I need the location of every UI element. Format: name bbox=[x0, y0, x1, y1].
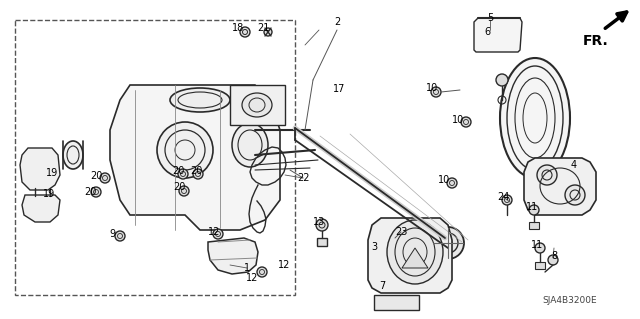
Text: 9: 9 bbox=[109, 229, 115, 239]
Polygon shape bbox=[524, 158, 596, 215]
Circle shape bbox=[461, 117, 471, 127]
Text: 7: 7 bbox=[379, 281, 385, 291]
Text: 11: 11 bbox=[531, 240, 543, 250]
Text: 13: 13 bbox=[313, 217, 325, 227]
Text: 19: 19 bbox=[43, 189, 55, 199]
Text: 12: 12 bbox=[246, 273, 258, 283]
Polygon shape bbox=[368, 218, 452, 293]
Polygon shape bbox=[110, 85, 280, 230]
Circle shape bbox=[502, 195, 512, 205]
Text: 20: 20 bbox=[84, 187, 96, 197]
Circle shape bbox=[213, 229, 223, 239]
Text: 10: 10 bbox=[426, 83, 438, 93]
Polygon shape bbox=[20, 148, 60, 190]
Circle shape bbox=[193, 169, 203, 179]
Text: 12: 12 bbox=[278, 260, 290, 270]
Circle shape bbox=[431, 87, 441, 97]
Ellipse shape bbox=[63, 141, 83, 169]
Text: 21: 21 bbox=[257, 23, 269, 33]
Circle shape bbox=[432, 227, 464, 259]
Bar bbox=[15, 20, 295, 295]
Circle shape bbox=[447, 178, 457, 188]
Bar bbox=[535, 262, 545, 269]
Ellipse shape bbox=[242, 93, 272, 117]
Text: 20: 20 bbox=[190, 166, 202, 176]
Circle shape bbox=[316, 219, 328, 231]
Bar bbox=[317, 238, 327, 246]
Text: 20: 20 bbox=[172, 166, 184, 176]
Polygon shape bbox=[208, 238, 258, 274]
Ellipse shape bbox=[232, 123, 268, 167]
Text: 10: 10 bbox=[452, 115, 464, 125]
Circle shape bbox=[257, 267, 267, 277]
Text: 4: 4 bbox=[571, 160, 577, 170]
Circle shape bbox=[264, 28, 272, 36]
Circle shape bbox=[115, 231, 125, 241]
Text: 20: 20 bbox=[90, 171, 102, 181]
Polygon shape bbox=[22, 195, 60, 222]
Text: 8: 8 bbox=[551, 251, 557, 261]
Text: FR.: FR. bbox=[583, 34, 609, 48]
Circle shape bbox=[496, 74, 508, 86]
Bar bbox=[374, 295, 419, 310]
Ellipse shape bbox=[387, 220, 443, 284]
Circle shape bbox=[535, 243, 545, 253]
Text: 23: 23 bbox=[395, 227, 407, 237]
Text: 17: 17 bbox=[333, 84, 345, 94]
Circle shape bbox=[179, 186, 189, 196]
Ellipse shape bbox=[170, 88, 230, 112]
Text: 3: 3 bbox=[371, 242, 377, 252]
Text: 5: 5 bbox=[487, 13, 493, 23]
Text: 10: 10 bbox=[438, 175, 450, 185]
Circle shape bbox=[100, 173, 110, 183]
Polygon shape bbox=[474, 18, 522, 52]
Circle shape bbox=[548, 255, 558, 265]
Text: 2: 2 bbox=[334, 17, 340, 27]
Circle shape bbox=[240, 27, 250, 37]
Text: SJA4B3200E: SJA4B3200E bbox=[543, 296, 597, 305]
Bar bbox=[529, 222, 539, 229]
Circle shape bbox=[157, 122, 213, 178]
Ellipse shape bbox=[500, 58, 570, 178]
Text: 12: 12 bbox=[208, 227, 220, 237]
Polygon shape bbox=[402, 248, 428, 268]
Text: 11: 11 bbox=[526, 202, 538, 212]
Text: 18: 18 bbox=[232, 23, 244, 33]
Circle shape bbox=[565, 185, 585, 205]
Text: 6: 6 bbox=[484, 27, 490, 37]
Circle shape bbox=[537, 165, 557, 185]
Text: 1: 1 bbox=[244, 263, 250, 273]
Text: 24: 24 bbox=[497, 192, 509, 202]
Text: 20: 20 bbox=[173, 182, 185, 192]
Circle shape bbox=[529, 205, 539, 215]
Bar bbox=[230, 85, 285, 125]
Circle shape bbox=[178, 169, 188, 179]
Text: 22: 22 bbox=[297, 173, 309, 183]
Text: 19: 19 bbox=[46, 168, 58, 178]
Circle shape bbox=[91, 187, 101, 197]
